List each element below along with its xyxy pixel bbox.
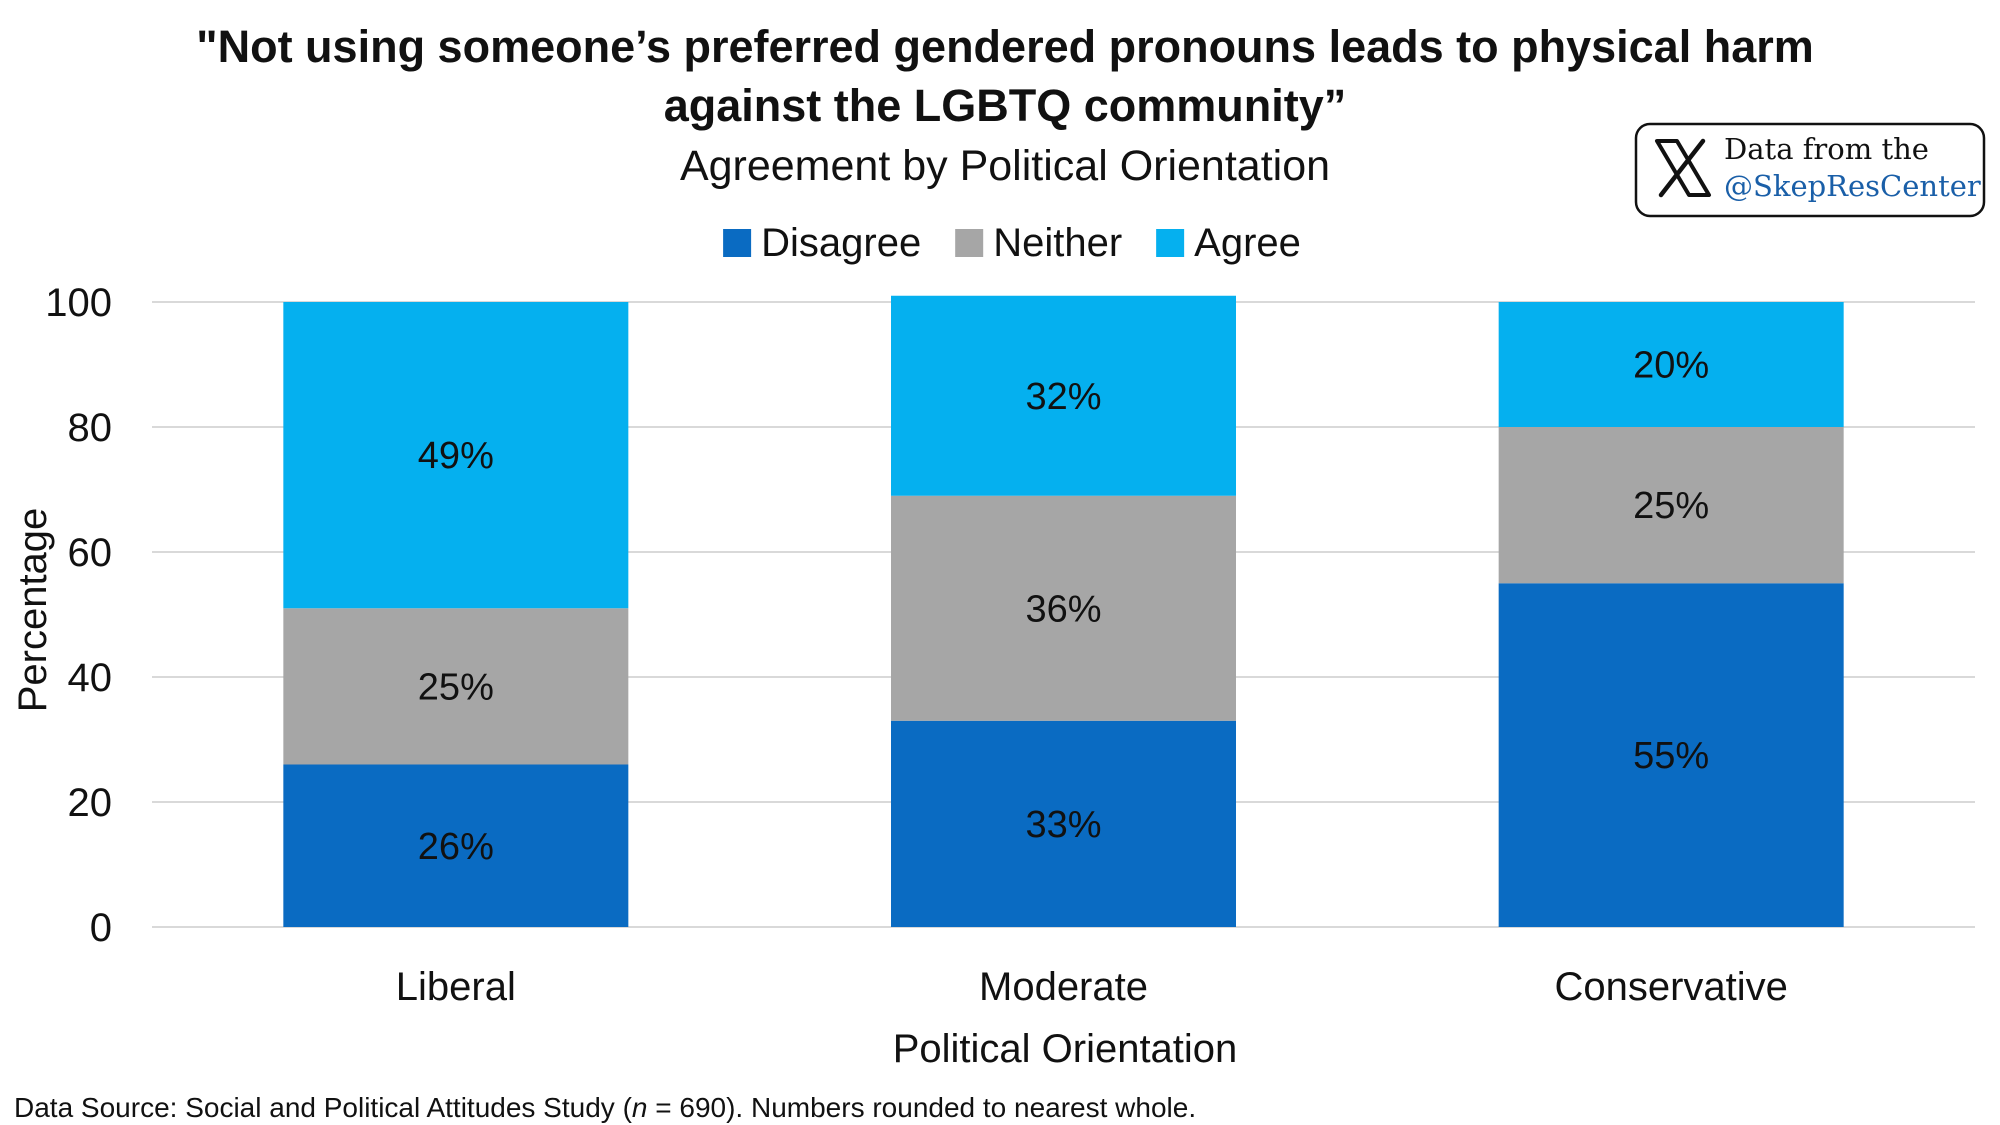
y-tick-label: 40	[68, 656, 113, 700]
bar-value-label: 55%	[1633, 735, 1709, 777]
y-tick-label: 80	[68, 406, 113, 450]
y-tick-label: 20	[68, 781, 113, 825]
source-badge-handle[interactable]: @SkepResCenter	[1724, 169, 1981, 203]
x-axis-title: Political Orientation	[893, 1027, 1238, 1071]
bar-value-label: 25%	[1633, 485, 1709, 527]
bar-value-label: 26%	[418, 826, 494, 868]
bar-disagree-liberal	[283, 764, 629, 927]
x-tick-label: Liberal	[396, 965, 516, 1009]
bar-value-label: 36%	[1025, 588, 1101, 630]
legend-item-neither: Neither	[955, 221, 1122, 265]
y-tick-label: 0	[90, 906, 112, 950]
source-badge-frame	[1634, 122, 1986, 218]
bar-neither-liberal	[283, 608, 629, 765]
legend-label: Neither	[993, 221, 1122, 265]
bar-value-label: 25%	[418, 666, 494, 708]
y-axis-title: Percentage	[11, 508, 55, 713]
bar-value-label: 33%	[1025, 804, 1101, 846]
legend-label: Agree	[1194, 221, 1301, 265]
bar-neither-moderate	[891, 495, 1236, 721]
y-tick-label: 100	[45, 281, 112, 325]
x-axis-tick-labels: Liberal Moderate Conservative	[396, 965, 1788, 1009]
bar-agree-conservative	[1498, 302, 1844, 427]
bar-disagree-moderate	[891, 720, 1236, 927]
bar-neither-conservative	[1498, 427, 1844, 584]
y-axis-tick-labels: 0 20 40 60 80 100	[45, 281, 112, 950]
bar-agree-liberal	[283, 302, 629, 609]
source-badge[interactable]: Data from the @SkepResCenter	[1634, 122, 1986, 218]
legend-label: Disagree	[761, 221, 921, 265]
bar-value-label: 20%	[1633, 345, 1709, 387]
legend-swatch	[955, 229, 984, 257]
chart-subtitle: Agreement by Political Orientation	[680, 142, 1330, 190]
bars	[283, 295, 1844, 927]
y-tick-label: 60	[68, 531, 113, 575]
x-tick-label: Conservative	[1554, 965, 1787, 1009]
bar-agree-moderate	[891, 295, 1236, 496]
bar-value-label: 49%	[418, 435, 494, 477]
bar-value-labels: 26% 25% 49% 33% 36% 32% 55% 25% 20%	[418, 345, 1709, 868]
legend-swatch	[723, 229, 752, 257]
chart-title-line2: against the LGBTQ community”	[664, 80, 1347, 131]
legend-item-agree: Agree	[1156, 221, 1301, 265]
legend-swatch	[1156, 229, 1185, 257]
x-logo-icon	[1655, 138, 1711, 198]
footnote-prefix: Data Source: Social and Political Attitu…	[14, 1092, 633, 1123]
chart-title-line1: "Not using someone’s preferred gendered …	[196, 21, 1814, 72]
source-badge-line1: Data from the	[1724, 132, 1929, 166]
bar-value-label: 32%	[1025, 376, 1101, 418]
footnote-n-symbol: n	[632, 1092, 648, 1123]
x-tick-label: Moderate	[979, 965, 1148, 1009]
legend-item-disagree: Disagree	[723, 221, 921, 265]
footnote: Data Source: Social and Political Attitu…	[14, 1092, 1196, 1123]
legend: Disagree Neither Agree	[723, 221, 1301, 265]
bar-disagree-conservative	[1498, 583, 1844, 927]
footnote-suffix: = 690). Numbers rounded to nearest whole…	[647, 1092, 1196, 1123]
